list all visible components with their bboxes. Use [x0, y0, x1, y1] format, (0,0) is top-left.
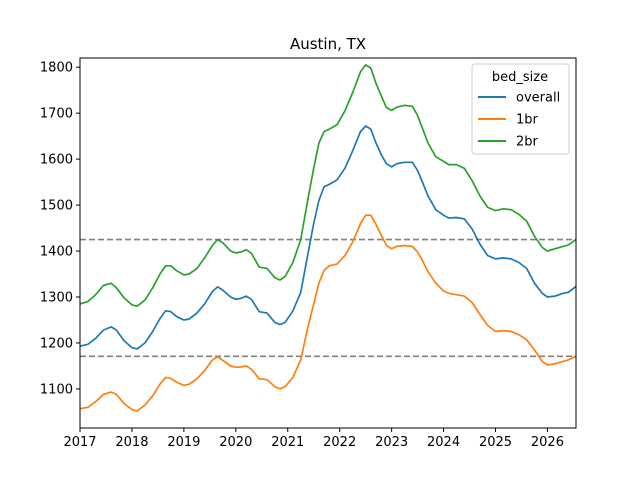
y-tick-label: 1800	[40, 61, 73, 76]
y-tick-label: 1300	[40, 291, 73, 306]
series-lines	[79, 64, 577, 412]
x-tick-label: 2021	[271, 435, 304, 450]
legend-label-1br: 1br	[516, 113, 539, 128]
y-tick-label: 1200	[40, 336, 73, 351]
legend-label-2br: 2br	[516, 135, 539, 150]
plot-frame	[79, 57, 577, 429]
y-tick-label: 1600	[40, 153, 73, 168]
x-tick-label: 2018	[115, 435, 148, 450]
x-tick-label: 2022	[323, 435, 356, 450]
x-tick-label: 2025	[479, 435, 512, 450]
x-tick-label: 2024	[427, 435, 460, 450]
y-axis: 1100 1200 1300 1400 1500 1600 1700 1800	[40, 61, 80, 397]
x-tick-label: 2019	[167, 435, 200, 450]
legend-entries: overall 1br 2br	[478, 91, 560, 150]
series-line-1br	[79, 214, 577, 412]
legend: bed_size overall 1br 2br	[471, 63, 570, 155]
x-tick-label: 2026	[531, 435, 564, 450]
legend-box	[471, 63, 570, 155]
x-tick-label: 2017	[63, 435, 96, 450]
y-tick-label: 1400	[40, 245, 73, 260]
series-line-overall	[79, 125, 577, 350]
y-tick-label: 1500	[40, 199, 73, 214]
y-tick-label: 1100	[40, 382, 73, 397]
legend-label-overall: overall	[516, 91, 560, 106]
x-tick-label: 2023	[375, 435, 408, 450]
legend-title: bed_size	[492, 70, 548, 85]
reference-lines	[80, 238, 576, 358]
x-tick-label: 2020	[219, 435, 252, 450]
y-tick-label: 1700	[40, 107, 73, 122]
series-line-2br	[79, 64, 577, 308]
chart-title: Austin, TX	[290, 35, 366, 53]
x-axis: 2017 2018 2019 2020 2021 2022 2023 2024 2025 2026	[63, 428, 564, 450]
